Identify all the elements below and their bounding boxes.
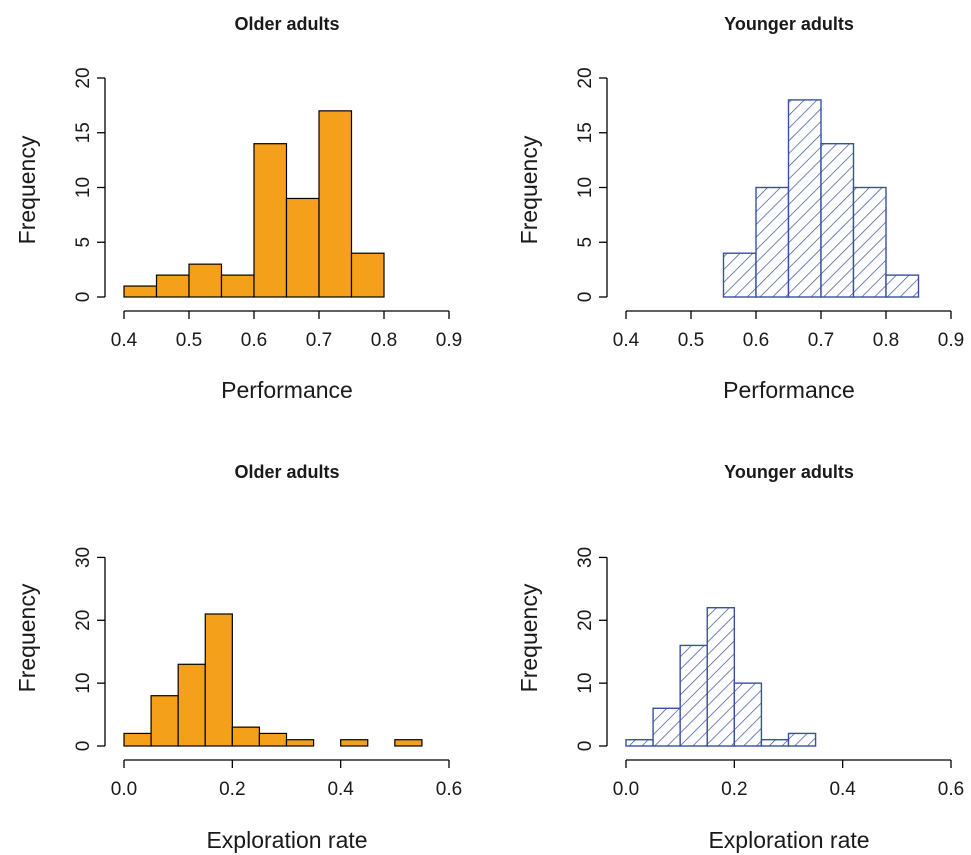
x-tick-label: 0.0 xyxy=(613,779,639,800)
histogram-bar xyxy=(787,99,822,298)
histogram-bar xyxy=(123,732,152,747)
panel-title: Older adults xyxy=(234,462,339,482)
histogram-bar xyxy=(253,143,288,298)
histogram-bar xyxy=(285,739,315,747)
panel-title: Younger adults xyxy=(724,14,854,34)
x-tick-label: 0.5 xyxy=(176,330,202,351)
histogram-bar xyxy=(350,252,385,298)
histogram-bar xyxy=(155,274,190,298)
y-tick-label: 0 xyxy=(575,741,596,752)
y-tick-label: 15 xyxy=(575,122,596,143)
panel-older-exploration: Older adults 0.0 0.2 0.4 0.6 0 10 20 30 Explora… xyxy=(14,462,462,853)
panel-title: Younger adults xyxy=(724,462,854,482)
x-tick-label: 0.4 xyxy=(327,779,354,800)
x-tick-label: 0.9 xyxy=(436,330,462,351)
histogram-bar xyxy=(340,739,369,747)
plot-area: 0.4 0.5 0.6 0.7 0.8 0.9 0 5 10 15 20 xyxy=(575,67,964,351)
y-axis-label: Frequency xyxy=(14,135,40,244)
x-tick-label: 0.7 xyxy=(306,330,332,351)
histogram-bar xyxy=(150,695,179,747)
panel-older-performance: Older adults 0.4 0.5 0.6 0.7 0.8 0.905101520 … xyxy=(14,14,462,403)
x-tick-label: 0.6 xyxy=(241,330,267,351)
x-tick-label: 0.6 xyxy=(743,330,769,351)
histogram-bar xyxy=(258,732,288,747)
histogram-bar xyxy=(231,726,261,747)
x-tick-label: 0.4 xyxy=(111,330,138,351)
y-tick-label: 20 xyxy=(575,610,596,631)
x-tick-label: 0.9 xyxy=(938,330,964,351)
histogram-bar xyxy=(787,732,817,747)
x-tick-label: 0.8 xyxy=(371,330,397,351)
x-tick-label: 0.4 xyxy=(829,779,856,800)
histogram-bar xyxy=(188,263,223,298)
x-tick-label: 0.7 xyxy=(808,330,834,351)
y-tick-label: 20 xyxy=(73,67,94,88)
histogram-bar xyxy=(652,707,681,747)
x-axis-label: Exploration rate xyxy=(708,827,869,853)
x-tick-label: 0.2 xyxy=(219,779,245,800)
y-tick-label: 20 xyxy=(575,67,596,88)
y-tick-label: 30 xyxy=(575,547,596,568)
histogram-bar xyxy=(204,613,233,747)
x-axis-label: Exploration rate xyxy=(206,827,367,853)
x-tick-label: 0.6 xyxy=(436,779,462,800)
histogram-bar xyxy=(852,186,887,298)
plot-area: 0.4 0.5 0.6 0.7 0.8 0.9 0 5 10 15 20 xyxy=(73,67,462,351)
histogram-bar xyxy=(394,739,423,747)
y-tick-label: 10 xyxy=(73,177,94,198)
y-tick-label: 10 xyxy=(575,177,596,198)
histogram-bar xyxy=(760,739,790,747)
histogram-bar xyxy=(123,285,158,298)
y-tick-label: 10 xyxy=(575,673,596,694)
histogram-bar xyxy=(220,274,255,298)
x-tick-label: 0.8 xyxy=(873,330,899,351)
y-tick-label: 20 xyxy=(73,610,94,631)
panel-younger-exploration: Younger adults 0.0 0.2 0.4 0.6 0 10 20 30 Explo… xyxy=(516,462,964,853)
y-tick-label: 10 xyxy=(73,673,94,694)
plot-area: 0.0 0.2 0.4 0.6 0 10 20 30 xyxy=(73,547,462,800)
histogram-bar xyxy=(733,682,763,747)
histogram-bar xyxy=(285,197,320,298)
plot-area: 0.0 0.2 0.4 0.6 0 10 20 30 xyxy=(575,547,964,800)
y-tick-label: 5 xyxy=(575,237,596,248)
x-tick-label: 0.5 xyxy=(678,330,704,351)
histogram-bar xyxy=(885,274,920,298)
y-tick-label: 30 xyxy=(73,547,94,568)
histogram-bar xyxy=(722,252,757,298)
x-tick-label: 0.0 xyxy=(111,779,137,800)
histogram-bar xyxy=(177,663,206,747)
y-tick-label: 15 xyxy=(73,122,94,143)
x-tick-label: 0.4 xyxy=(613,330,640,351)
histogram-bar xyxy=(755,186,790,298)
y-axis-label: Frequency xyxy=(516,583,542,692)
x-tick-label: 0.6 xyxy=(938,779,964,800)
panel-title: Older adults xyxy=(234,14,339,34)
y-tick-label: 0 xyxy=(73,741,94,752)
y-tick-label: 0 xyxy=(575,292,596,303)
histogram-bar xyxy=(679,644,708,747)
x-axis-label: Performance xyxy=(723,377,855,403)
x-tick-label: 0.2 xyxy=(721,779,747,800)
y-axis-label: Frequency xyxy=(516,135,542,244)
panel-younger-performance: Younger adults 0.4 0.5 0.6 0.7 0.8 0.9 0 5 10 15 2… xyxy=(516,14,964,403)
histogram-bar xyxy=(706,607,736,747)
x-axis-label: Performance xyxy=(221,377,353,403)
histogram-bar xyxy=(820,142,855,298)
y-tick-label: 0 xyxy=(73,292,94,303)
histogram-bar xyxy=(318,110,353,298)
histogram-bar xyxy=(625,739,654,747)
y-axis-label: Frequency xyxy=(14,583,40,692)
y-tick-label: 5 xyxy=(73,237,94,248)
